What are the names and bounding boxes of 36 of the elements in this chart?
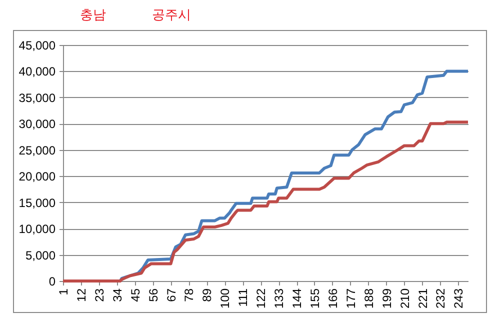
x-tick-label: 45 — [128, 288, 142, 302]
y-tick-label: 30,000 — [18, 117, 56, 132]
x-tick-label: 1 — [56, 288, 70, 296]
x-tick-label: 144 — [290, 288, 304, 309]
y-tick-label: 20,000 — [18, 170, 56, 184]
x-tick-label: 100 — [218, 288, 232, 309]
x-tick-label: 243 — [452, 288, 466, 309]
x-tick-label: 155 — [308, 288, 322, 309]
x-tick-label: 166 — [326, 288, 340, 309]
x-tick-label: 23 — [92, 288, 106, 302]
x-tick-label: 111 — [236, 288, 250, 307]
x-tick-label: 34 — [110, 288, 124, 302]
x-tick-label: 232 — [434, 288, 448, 309]
x-tick-label: 221 — [416, 288, 430, 309]
x-tick-label: 177 — [344, 288, 358, 309]
text: 충남 — [80, 7, 106, 24]
y-tick-label: 0 — [48, 274, 56, 288]
y-tick-label: 35,000 — [18, 90, 56, 105]
x-tick-label: 210 — [398, 288, 412, 309]
x-tick-label: 199 — [380, 288, 394, 309]
y-tick-label: 45,000 — [18, 38, 56, 52]
x-tick-label: 67 — [164, 288, 178, 302]
x-tick-label: 56 — [146, 288, 160, 302]
x-tick-label: 78 — [182, 288, 196, 302]
y-tick-label: 10,000 — [18, 222, 56, 236]
x-tick-label: 89 — [200, 288, 214, 302]
text: 공주시 — [152, 7, 191, 24]
y-tick-label: 25,000 — [18, 143, 56, 158]
x-tick-label: 12 — [74, 288, 88, 302]
x-tick-label: 133 — [272, 288, 286, 309]
line-series — [62, 120, 470, 282]
y-tick-label: 40,000 — [18, 64, 56, 79]
y-tick-label: 5,000 — [25, 248, 56, 262]
y-tick-label: 15,000 — [18, 196, 56, 210]
x-tick-label: 122 — [254, 288, 268, 309]
x-tick-label: 188 — [362, 288, 376, 309]
